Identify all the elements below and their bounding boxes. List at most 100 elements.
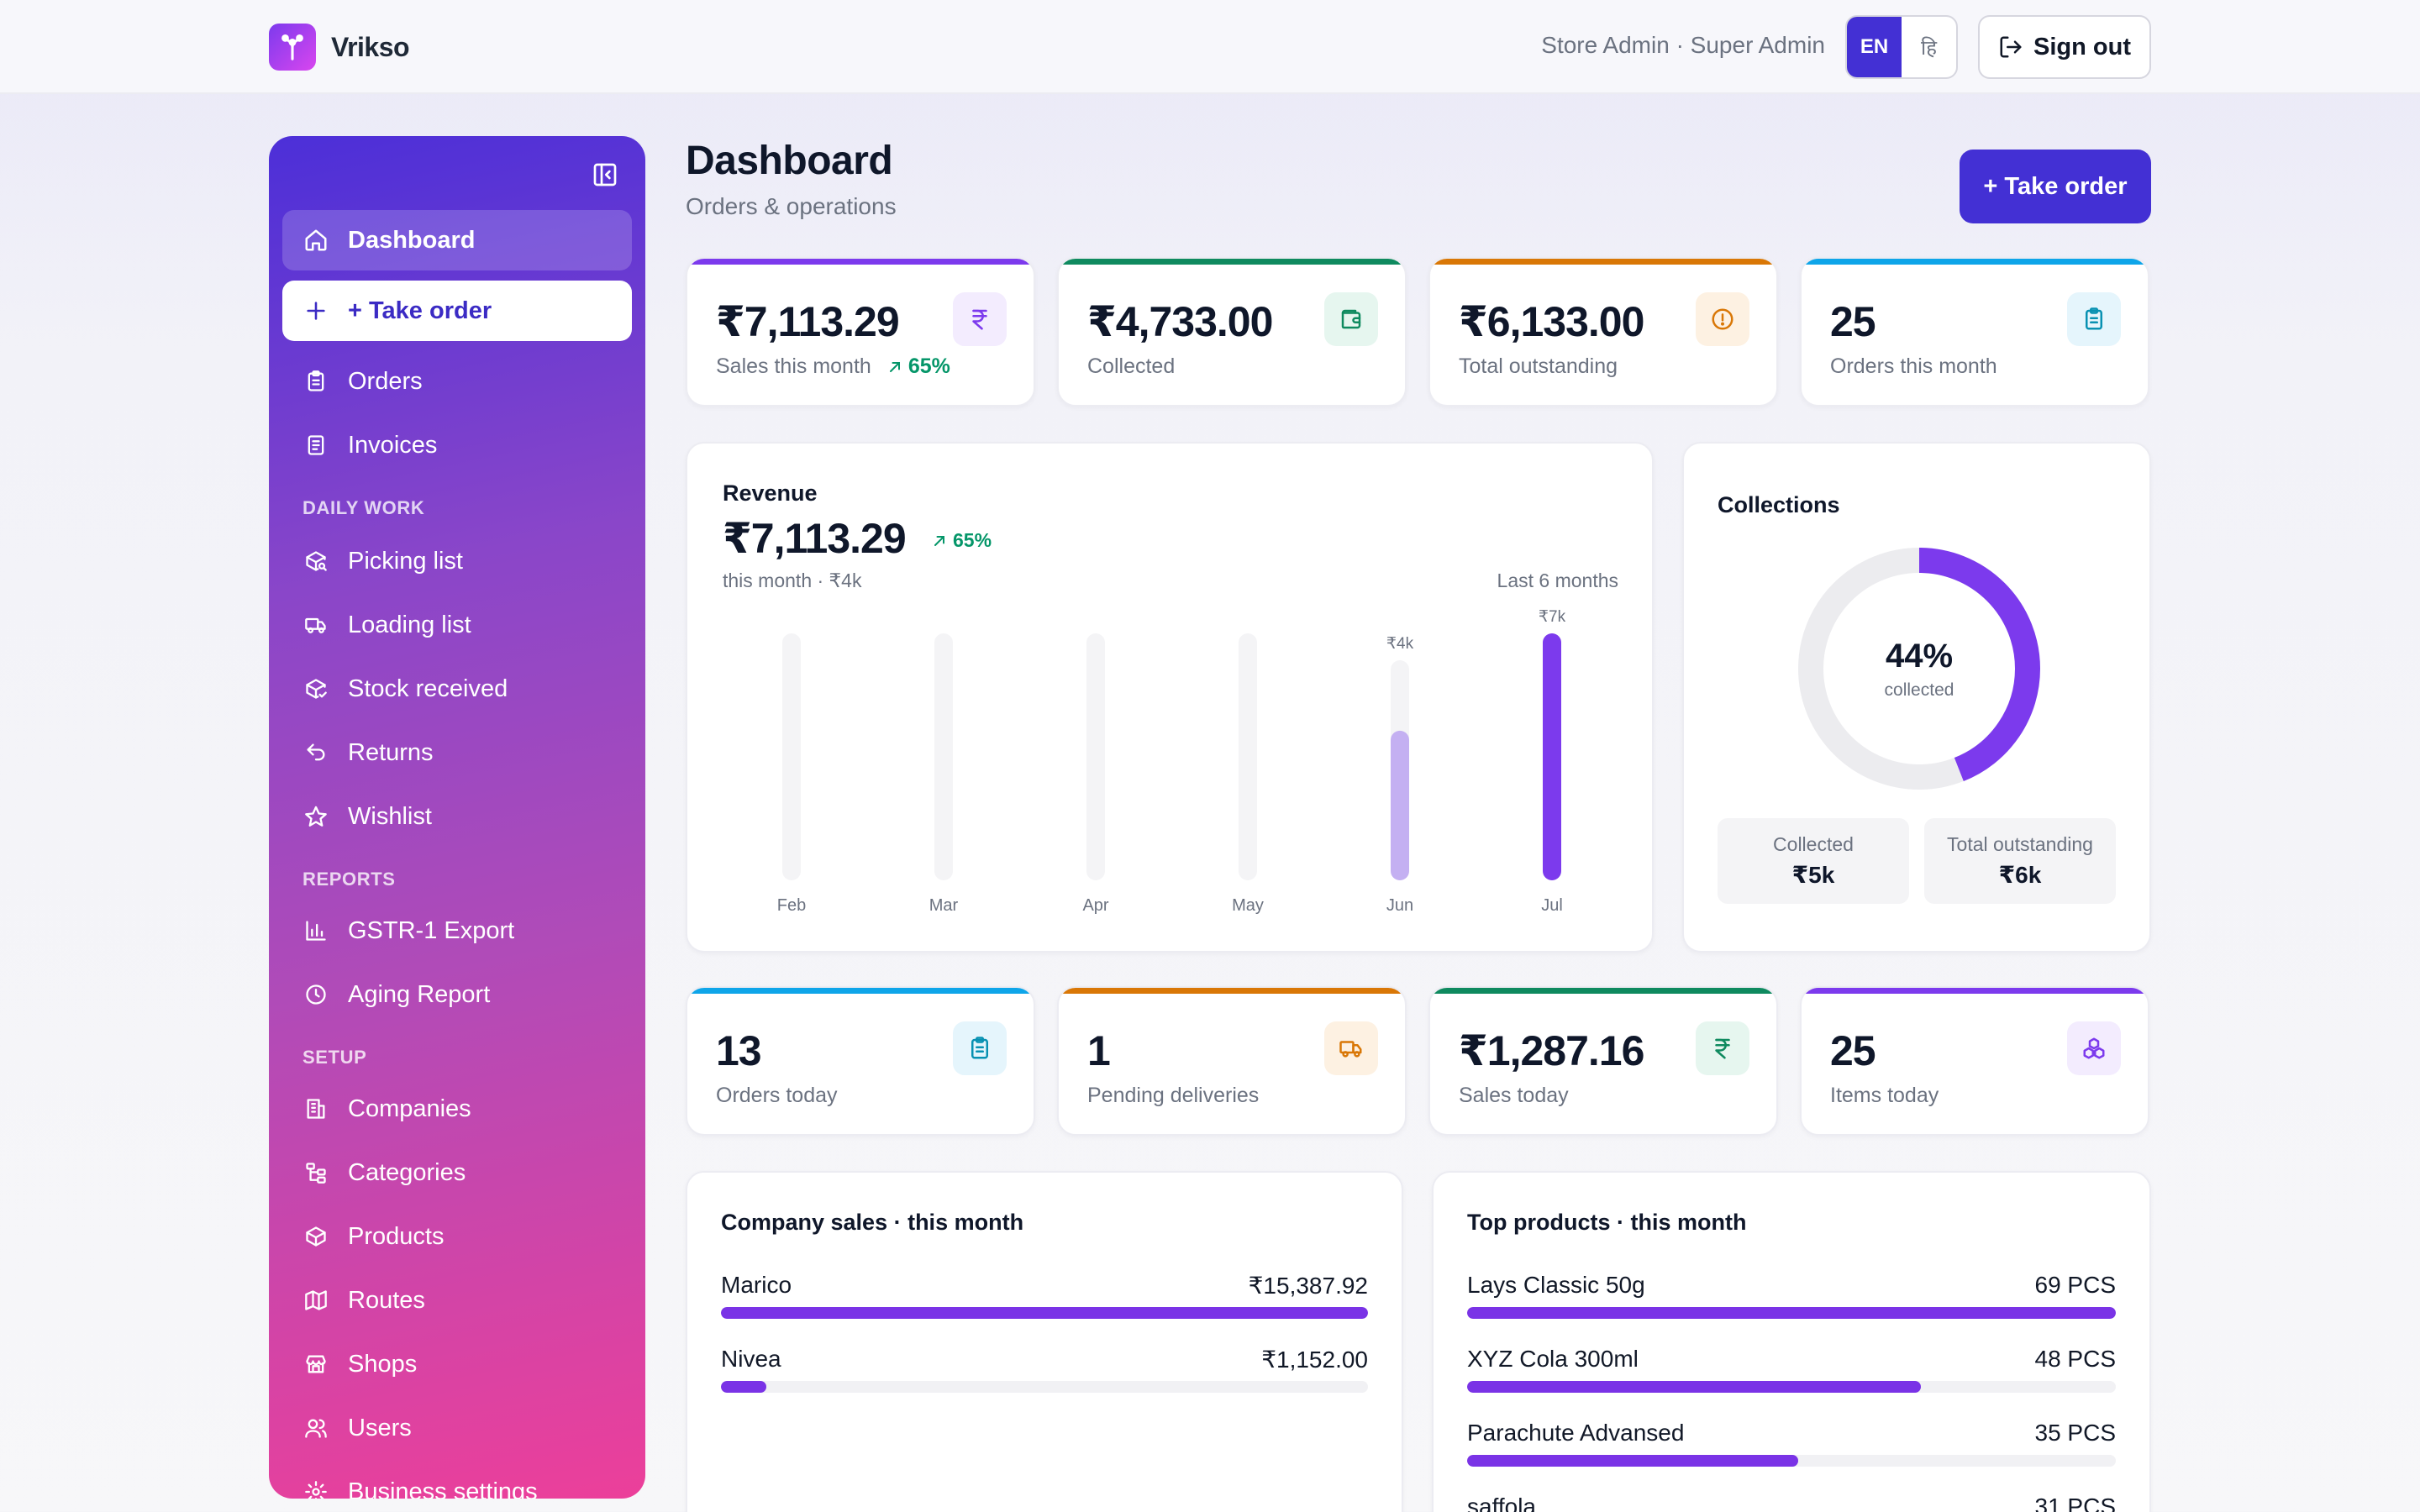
sidebar-item-label: Users	[348, 1414, 412, 1441]
x-tick-label: Jul	[1541, 896, 1563, 915]
accent-bar	[1059, 988, 1405, 994]
sidebar-item-shops[interactable]: Shops	[282, 1334, 632, 1394]
stat-card-collected[interactable]: ₹4,733.00 Collected	[1057, 257, 1407, 407]
stat-value: 25	[1830, 298, 1876, 345]
sidebar-item-label: Returns	[348, 738, 434, 766]
outstanding-label: Total outstanding	[1947, 833, 2093, 855]
stat-label: Orders this month	[1830, 354, 1997, 378]
product-name: XYZ Cola 300ml	[1467, 1346, 1639, 1372]
top-products-card: Top products · this month Lays Classic 5…	[1432, 1171, 2151, 1512]
stat-card-outstanding[interactable]: ₹6,133.00 Total outstanding	[1428, 257, 1778, 407]
sidebar: Dashboard + Take order Orders Invoices D…	[269, 136, 645, 1499]
product-name: Parachute Advansed	[1467, 1420, 1685, 1446]
accent-bar	[1430, 988, 1776, 994]
revenue-bar-jul[interactable]	[1543, 633, 1561, 880]
company-amount: ₹15,387.92	[1248, 1273, 1368, 1299]
sidebar-item-picking-list[interactable]: Picking list	[282, 531, 632, 591]
sidebar-item-routes[interactable]: Routes	[282, 1270, 632, 1331]
data-label: ₹4k	[1386, 635, 1414, 653]
clipboard-icon	[302, 368, 329, 395]
stat-card-sales-today[interactable]: ₹1,287.16 Sales today	[1428, 986, 1778, 1136]
trend-up-icon	[934, 535, 944, 546]
sidebar-item-aging-report[interactable]: Aging Report	[282, 964, 632, 1025]
sidebar-item-label: Dashboard	[348, 226, 476, 254]
stat-label: Sales this month	[716, 354, 871, 378]
sidebar-item-wishlist[interactable]: Wishlist	[282, 786, 632, 847]
stat-card-sales-month[interactable]: ₹7,113.29 Sales this month 65%	[686, 257, 1035, 407]
sidebar-item-products[interactable]: Products	[282, 1206, 632, 1267]
list-item[interactable]: saffola 31 PCS	[1467, 1494, 2116, 1512]
home-icon	[302, 227, 329, 254]
store-icon	[302, 1351, 329, 1378]
accent-bar	[1059, 259, 1405, 265]
sidebar-item-label: Wishlist	[348, 802, 432, 830]
top-bar: Vrikso Store Admin · Super Admin EN हि S…	[0, 0, 2420, 94]
rupee-icon	[953, 292, 1007, 346]
sign-out-button[interactable]: Sign out	[1978, 15, 2151, 79]
product-quantity: 48 PCS	[2034, 1346, 2117, 1372]
revenue-bar-chart: Feb Mar Apr May ₹4k Jun ₹7k Jul	[777, 608, 1566, 915]
take-order-button[interactable]: + Take order	[1960, 150, 2151, 223]
sidebar-item-label: Routes	[348, 1286, 425, 1314]
list-item[interactable]: Nivea ₹1,152.00	[721, 1346, 1368, 1413]
stat-value: ₹6,133.00	[1459, 298, 1644, 345]
undo-icon	[302, 739, 329, 766]
list-item[interactable]: Parachute Advansed 35 PCS	[1467, 1420, 2116, 1487]
stat-card-items-today[interactable]: 25 Items today	[1800, 986, 2149, 1136]
sidebar-item-users[interactable]: Users	[282, 1398, 632, 1458]
progress-track	[721, 1307, 1368, 1319]
revenue-value: ₹7,113.29	[723, 515, 907, 562]
sidebar-item-label: Products	[348, 1222, 445, 1250]
sidebar-item-returns[interactable]: Returns	[282, 722, 632, 783]
trend-value: 65%	[953, 529, 992, 551]
stat-card-pending-deliveries[interactable]: 1 Pending deliveries	[1057, 986, 1407, 1136]
stat-label-row: Sales this month 65%	[716, 354, 950, 379]
brand[interactable]: Vrikso	[269, 23, 410, 71]
gear-icon	[302, 1478, 329, 1499]
trend-value: 65%	[908, 354, 950, 378]
sidebar-item-companies[interactable]: Companies	[282, 1079, 632, 1139]
lang-hi-button[interactable]: हि	[1921, 36, 1937, 60]
company-amount: ₹1,152.00	[1261, 1347, 1368, 1373]
company-sales-card: Company sales · this month Marico ₹15,38…	[686, 1171, 1403, 1512]
sidebar-item-stock-received[interactable]: Stock received	[282, 659, 632, 719]
boxes-icon	[2067, 1021, 2121, 1075]
section-setup: SETUP	[302, 1047, 367, 1068]
users-icon	[302, 1415, 329, 1441]
progress-track	[1467, 1307, 2116, 1319]
collected-summary: Collected ₹5k	[1718, 818, 1909, 904]
sidebar-item-take-order[interactable]: + Take order	[282, 281, 632, 341]
progress-track	[1467, 1455, 2116, 1467]
sidebar-item-gstr-1-export[interactable]: GSTR-1 Export	[282, 900, 632, 961]
document-icon	[302, 432, 329, 459]
product-quantity: 31 PCS	[2034, 1494, 2117, 1512]
star-icon	[302, 803, 329, 830]
package-check-icon	[302, 675, 329, 702]
sidebar-item-loading-list[interactable]: Loading list	[282, 595, 632, 655]
section-reports: REPORTS	[302, 869, 396, 890]
sidebar-item-categories[interactable]: Categories	[282, 1142, 632, 1203]
sidebar-item-invoices[interactable]: Invoices	[282, 415, 632, 475]
sidebar-item-orders[interactable]: Orders	[282, 351, 632, 412]
list-item[interactable]: Lays Classic 50g 69 PCS	[1467, 1272, 2116, 1339]
revenue-subtitle: this month · ₹4k	[723, 570, 862, 591]
page-subtitle: Orders & operations	[686, 193, 897, 219]
lang-en-button[interactable]: EN	[1847, 17, 1902, 77]
sidebar-item-dashboard[interactable]: Dashboard	[282, 210, 632, 270]
stat-card-orders-month[interactable]: 25 Orders this month	[1800, 257, 2149, 407]
revenue-bar-jun[interactable]	[1391, 730, 1409, 880]
sidebar-item-label: Aging Report	[348, 980, 491, 1008]
list-item[interactable]: Marico ₹15,387.92	[721, 1272, 1368, 1339]
revenue-trend: 65%	[931, 529, 992, 552]
product-quantity: 35 PCS	[2034, 1420, 2117, 1446]
sidebar-item-label: Companies	[348, 1095, 471, 1122]
stat-card-orders-today[interactable]: 13 Orders today	[686, 986, 1035, 1136]
sidebar-item-business-settings[interactable]: Business settings	[282, 1462, 632, 1499]
wallet-icon	[1324, 292, 1378, 346]
sidebar-item-label: Orders	[348, 367, 423, 395]
stat-label: Total outstanding	[1459, 354, 1618, 378]
collapse-sidebar-icon[interactable]	[592, 161, 618, 188]
list-item[interactable]: XYZ Cola 300ml 48 PCS	[1467, 1346, 2116, 1413]
stat-value: 25	[1830, 1027, 1876, 1074]
sidebar-item-label: Picking list	[348, 547, 463, 575]
